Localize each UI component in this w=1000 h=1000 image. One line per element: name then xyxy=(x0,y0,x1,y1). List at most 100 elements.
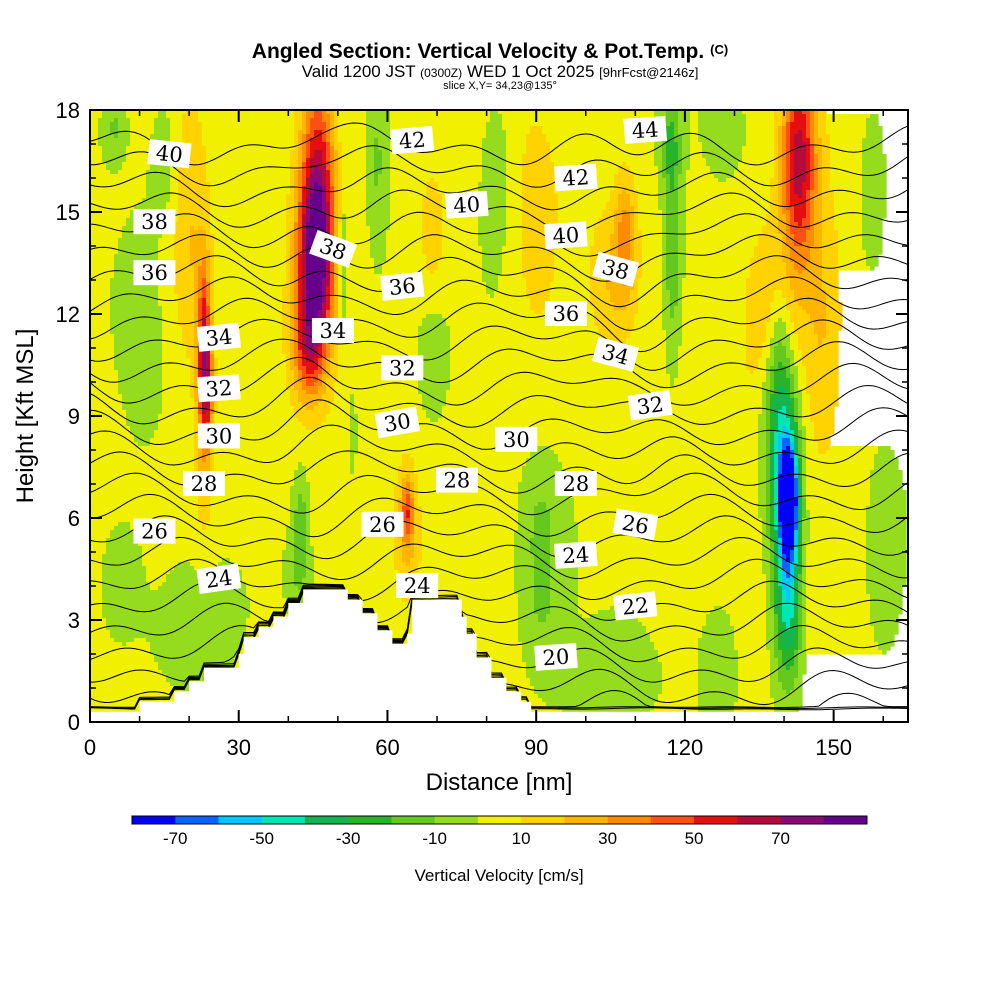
velocity-cell xyxy=(818,114,827,119)
velocity-cell xyxy=(502,262,523,267)
velocity-cell xyxy=(778,462,783,467)
velocity-cell xyxy=(594,234,611,239)
velocity-cell xyxy=(286,254,291,259)
velocity-cell xyxy=(686,270,751,275)
velocity-cell xyxy=(766,630,775,635)
velocity-cell xyxy=(306,406,315,411)
velocity-cell xyxy=(682,290,747,295)
theta-line xyxy=(90,145,908,188)
velocity-cell xyxy=(326,194,331,199)
velocity-cell xyxy=(786,122,791,127)
velocity-cell xyxy=(806,570,867,575)
velocity-cell xyxy=(314,130,323,135)
theta-label-box xyxy=(133,209,176,235)
velocity-cell xyxy=(110,314,163,319)
velocity-cell xyxy=(338,286,343,291)
velocity-cell xyxy=(766,586,771,591)
velocity-cell xyxy=(698,130,747,135)
velocity-cell xyxy=(806,606,871,611)
velocity-cell xyxy=(762,386,771,391)
velocity-cell xyxy=(422,558,515,563)
velocity-cell xyxy=(338,318,423,323)
velocity-cell xyxy=(610,198,619,203)
velocity-cell xyxy=(218,394,291,399)
velocity-cell xyxy=(178,202,211,207)
velocity-cell xyxy=(294,582,303,587)
velocity-cell xyxy=(614,222,619,227)
velocity-cell xyxy=(766,414,771,419)
velocity-cell xyxy=(782,546,795,551)
velocity-cell xyxy=(666,250,679,255)
velocity-cell xyxy=(294,266,299,271)
velocity-cell xyxy=(786,182,791,187)
velocity-cell xyxy=(674,178,679,183)
velocity-cell xyxy=(366,110,391,115)
velocity-cell xyxy=(766,410,771,415)
velocity-cell xyxy=(630,250,635,255)
velocity-cell xyxy=(670,378,675,383)
velocity-cell xyxy=(90,350,115,355)
velocity-cell xyxy=(666,158,679,163)
velocity-cell xyxy=(662,286,667,291)
velocity-cell xyxy=(106,618,247,623)
velocity-cell xyxy=(806,154,811,159)
velocity-cell xyxy=(766,338,771,343)
velocity-cell xyxy=(782,246,791,251)
velocity-cell xyxy=(298,294,303,299)
velocity-cell xyxy=(306,114,315,119)
velocity-cell xyxy=(498,274,523,279)
velocity-cell xyxy=(198,510,211,515)
velocity-cell xyxy=(306,194,311,199)
velocity-cell xyxy=(210,214,287,219)
velocity-cell xyxy=(162,406,195,411)
theta-label-box xyxy=(381,355,424,381)
velocity-cell xyxy=(798,334,819,339)
velocity-cell xyxy=(534,510,551,515)
velocity-cell xyxy=(214,242,287,247)
velocity-cell xyxy=(306,314,319,319)
velocity-cell xyxy=(778,226,787,231)
velocity-cell xyxy=(194,458,199,463)
velocity-cell xyxy=(302,254,307,259)
velocity-cell xyxy=(838,246,863,251)
velocity-cell xyxy=(786,410,791,415)
velocity-cell xyxy=(390,186,427,191)
velocity-cell xyxy=(306,522,311,527)
velocity-cell xyxy=(778,598,783,603)
velocity-cell xyxy=(330,182,335,187)
velocity-cell xyxy=(774,610,779,615)
velocity-cell xyxy=(778,658,783,663)
velocity-cell xyxy=(282,290,291,295)
velocity-cell xyxy=(794,630,799,635)
velocity-cell xyxy=(294,386,303,391)
velocity-cell xyxy=(90,554,103,559)
velocity-cell xyxy=(822,238,839,243)
velocity-cell xyxy=(770,414,775,419)
theta-label-box xyxy=(196,563,242,595)
velocity-cell xyxy=(778,574,783,579)
velocity-cell xyxy=(506,138,527,143)
velocity-cell xyxy=(178,294,195,299)
velocity-cell xyxy=(598,330,631,335)
velocity-cell xyxy=(178,306,195,311)
theta-label-text: 30 xyxy=(206,424,233,448)
velocity-cell xyxy=(678,362,747,367)
velocity-cell xyxy=(290,366,299,371)
velocity-cell xyxy=(410,558,423,563)
velocity-cell xyxy=(810,414,835,419)
velocity-cell xyxy=(294,306,299,311)
velocity-cell xyxy=(90,498,199,503)
velocity-cell xyxy=(214,438,351,443)
velocity-cell xyxy=(790,114,795,119)
velocity-cell xyxy=(606,286,635,291)
velocity-cell xyxy=(770,470,775,475)
velocity-cell xyxy=(794,634,799,639)
velocity-cell xyxy=(326,378,339,383)
velocity-cell xyxy=(294,238,299,243)
velocity-cell xyxy=(90,306,111,311)
velocity-cell xyxy=(522,218,559,223)
velocity-cell xyxy=(546,506,575,511)
velocity-cell xyxy=(410,514,415,519)
velocity-cell xyxy=(114,334,163,339)
velocity-cell xyxy=(350,470,355,475)
